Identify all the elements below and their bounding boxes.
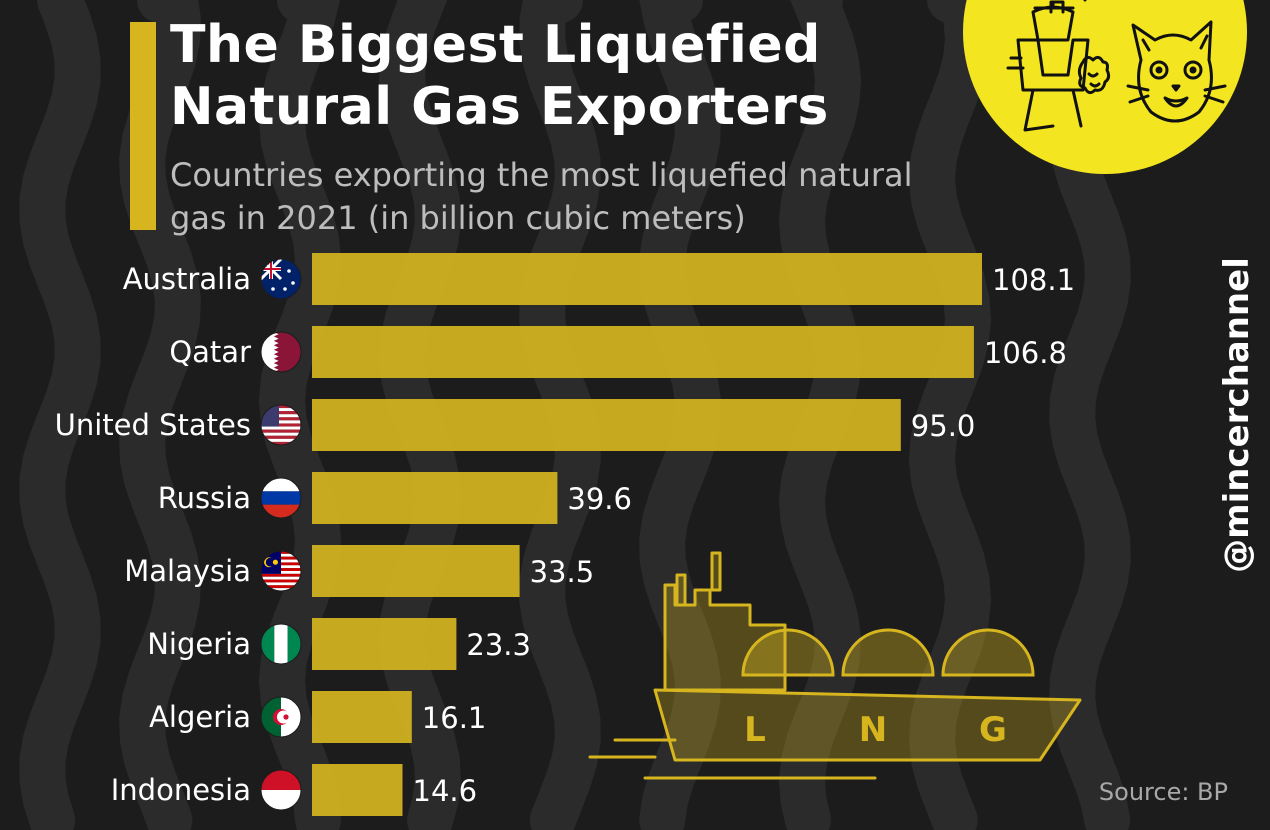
nigeria-flag-icon bbox=[260, 623, 302, 665]
chart-title: The Biggest Liquefied Natural Gas Export… bbox=[170, 15, 829, 137]
category-label: Nigeria bbox=[147, 627, 251, 661]
bar-row: Malaysia 33.5 bbox=[124, 545, 594, 597]
value-label: 39.6 bbox=[567, 482, 632, 516]
bar-row: United States 95.0 bbox=[55, 399, 976, 451]
qatar-flag-icon bbox=[260, 331, 302, 373]
lng-ship-icon: L N G bbox=[588, 551, 1082, 780]
mincer-logo bbox=[963, 0, 1247, 174]
mincer-cat-icon bbox=[1006, 0, 1227, 132]
chart-subtitle: Countries exporting the most liquefied n… bbox=[170, 156, 913, 237]
category-label: Russia bbox=[158, 481, 251, 515]
bar-row: Algeria 16.1 bbox=[149, 691, 486, 743]
indonesia-flag-icon bbox=[260, 769, 302, 811]
bar bbox=[312, 691, 412, 743]
value-label: 14.6 bbox=[413, 774, 478, 808]
value-label: 95.0 bbox=[911, 409, 976, 443]
bar bbox=[312, 545, 520, 597]
bar bbox=[312, 764, 403, 816]
russia-flag-icon bbox=[260, 477, 302, 519]
value-label: 33.5 bbox=[530, 555, 595, 589]
bar-row: Indonesia 14.6 bbox=[111, 764, 477, 816]
bar bbox=[312, 472, 558, 524]
ship-letter-l: L bbox=[744, 710, 766, 750]
algeria-flag-icon bbox=[260, 696, 302, 738]
usa-flag-icon bbox=[260, 404, 302, 446]
bar bbox=[312, 399, 901, 451]
value-label: 108.1 bbox=[992, 263, 1075, 297]
bar bbox=[312, 326, 974, 378]
value-label: 16.1 bbox=[422, 701, 487, 735]
category-label: United States bbox=[55, 408, 251, 442]
bar bbox=[312, 253, 982, 305]
category-label: Malaysia bbox=[124, 554, 251, 588]
source-note: Source: BP bbox=[1098, 778, 1228, 806]
malaysia-flag-icon bbox=[260, 550, 302, 592]
bar-row: Nigeria 23.3 bbox=[147, 618, 531, 670]
title-accent-bar bbox=[130, 22, 156, 230]
category-label: Algeria bbox=[149, 700, 251, 734]
bar-row: Qatar 106.8 bbox=[169, 326, 1067, 378]
value-label: 106.8 bbox=[984, 336, 1067, 370]
bar-row: Russia 39.6 bbox=[158, 472, 632, 524]
australia-flag-icon bbox=[260, 258, 302, 300]
ship-letter-g: G bbox=[979, 710, 1007, 750]
bar bbox=[312, 618, 457, 670]
category-label: Qatar bbox=[169, 335, 251, 369]
ship-letter-n: N bbox=[859, 710, 887, 750]
bar-row: Australia 108.1 bbox=[123, 253, 1075, 305]
value-label: 23.3 bbox=[466, 628, 531, 662]
category-label: Australia bbox=[123, 262, 251, 296]
category-label: Indonesia bbox=[111, 773, 251, 807]
